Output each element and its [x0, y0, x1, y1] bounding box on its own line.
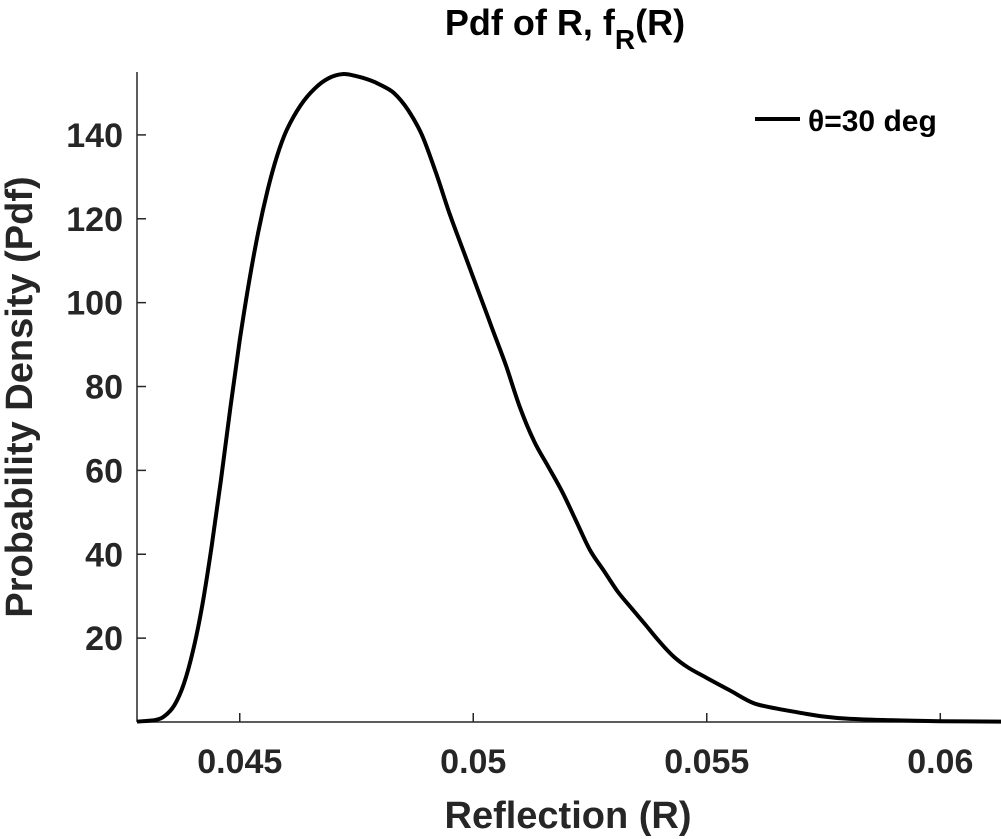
x-tick-label: 0.055: [664, 743, 749, 781]
x-ticks: 0.045 0.05 0.055 0.06: [197, 713, 973, 781]
y-tick-label: 60: [85, 452, 123, 490]
series-line: [136, 72, 1001, 724]
x-tick-label: 0.045: [197, 743, 282, 781]
x-axis-label: Reflection (R): [445, 795, 692, 837]
y-tick-label: 140: [66, 117, 123, 155]
y-tick-label: 20: [85, 620, 123, 658]
y-tick-label: 80: [85, 369, 123, 407]
chart-title-end: (R): [635, 2, 685, 43]
chart-title: Pdf of R, fR(R): [445, 2, 685, 55]
y-tick-label: 100: [66, 285, 123, 323]
chart-title-subscript: R: [615, 24, 635, 55]
x-tick-label: 0.05: [440, 743, 506, 781]
y-tick-label: 120: [66, 201, 123, 239]
legend: θ=30 deg: [755, 105, 937, 138]
chart-title-main: Pdf of R, f: [445, 2, 616, 43]
y-axis-label: Probability Density (Pdf): [0, 176, 41, 617]
x-tick-label: 0.06: [907, 743, 973, 781]
y-ticks: 20 40 60 80 100 120 140: [66, 117, 146, 658]
legend-label: θ=30 deg: [808, 105, 937, 138]
y-tick-label: 40: [85, 536, 123, 574]
